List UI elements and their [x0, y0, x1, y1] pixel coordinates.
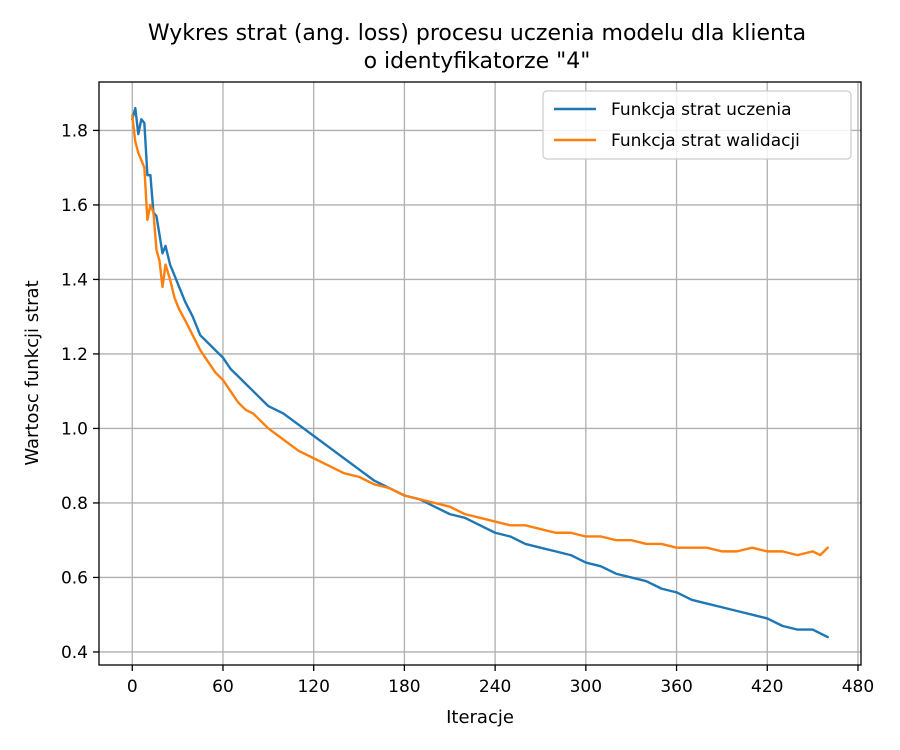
axis-ticks: 0 60 120 180 240 300 360 420 480 0.4 0.6 0.8 1.0 1.2 1… — [61, 121, 874, 697]
grid — [99, 82, 861, 665]
y-tick-label: 1.8 — [61, 121, 88, 141]
chart-title-line-2: o identyfikatorze "4" — [364, 49, 591, 74]
y-axis-label: Wartosc funkcji strat — [22, 280, 43, 465]
x-tick-label: 120 — [297, 677, 329, 697]
legend-label-train: Funkcja strat uczenia — [611, 100, 792, 120]
y-tick-label: 1.0 — [61, 419, 88, 439]
x-tick-label: 480 — [842, 677, 874, 697]
x-tick-label: 0 — [127, 677, 138, 697]
y-tick-label: 0.6 — [61, 568, 88, 588]
x-axis-label: Iteracje — [446, 707, 514, 728]
y-tick-label: 0.8 — [61, 494, 88, 514]
chart-title-line-1: Wykres strat (ang. loss) procesu uczenia… — [148, 21, 806, 46]
y-tick-label: 1.6 — [61, 196, 88, 216]
legend-label-validation: Funkcja strat walidacji — [611, 131, 800, 151]
plot-frame — [98, 81, 862, 666]
x-tick-label: 180 — [388, 677, 420, 697]
legend-box — [542, 90, 852, 160]
x-tick-label: 300 — [570, 677, 602, 697]
y-tick-label: 1.4 — [61, 270, 88, 290]
series-lines — [131, 106, 829, 639]
legend: Funkcja strat uczenia Funkcja strat wali… — [542, 90, 852, 160]
x-tick-label: 360 — [660, 677, 692, 697]
x-tick-label: 240 — [479, 677, 511, 697]
series-line-train — [131, 106, 829, 639]
y-tick-label: 1.2 — [61, 345, 88, 365]
y-tick-label: 0.4 — [61, 643, 88, 663]
x-tick-label: 60 — [212, 677, 234, 697]
series-line-validation — [131, 114, 829, 557]
x-tick-label: 420 — [751, 677, 783, 697]
